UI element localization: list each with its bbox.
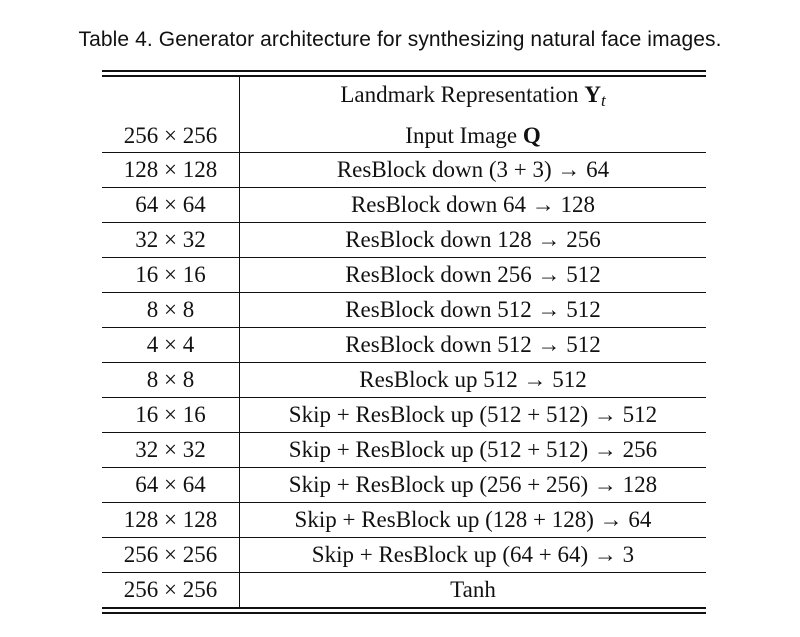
layer-cell: ResBlock down 64 → 128 [239, 187, 706, 223]
table-row: 8 × 8 ResBlock up 512 → 512 [102, 362, 706, 398]
table-row: 64 × 64 Skip + ResBlock up (256 + 256) → … [102, 467, 706, 503]
layer-cell: ResBlock down (3 + 3) → 64 [239, 152, 706, 188]
table-row: 128 × 128 ResBlock down (3 + 3) → 64 [102, 152, 706, 188]
layer-cell: ResBlock down 128 → 256 [239, 222, 706, 258]
header-landmark-subscript: t [600, 91, 606, 110]
header-input-cell: Input Image Q [240, 119, 707, 153]
resolution-cell: 128 × 128 [102, 152, 240, 188]
table-row: 16 × 16 Skip + ResBlock up (512 + 512) → … [102, 397, 706, 433]
table-row: 16 × 16 ResBlock down 256 → 512 [102, 257, 706, 293]
header-row-landmark: Landmark Representation Yt [102, 77, 706, 119]
architecture-table: Landmark Representation Yt 256 × 256 Inp… [102, 70, 706, 614]
resolution-cell: 64 × 64 [102, 187, 240, 223]
top-double-rule [102, 70, 706, 77]
layer-cell: Skip + ResBlock up (512 + 512) → 512 [239, 397, 706, 433]
table-row: 32 × 32 ResBlock down 128 → 256 [102, 222, 706, 258]
layer-cell: Tanh [239, 572, 706, 607]
table-row: 128 × 128 Skip + ResBlock up (128 + 128) … [102, 502, 706, 538]
header-input-text: Input Image [405, 122, 523, 148]
table-row: 256 × 256 Skip + ResBlock up (64 + 64) → … [102, 537, 706, 573]
resolution-cell: 128 × 128 [102, 502, 240, 538]
header-row-input: 256 × 256 Input Image Q [102, 119, 706, 153]
layer-cell: Skip + ResBlock up (64 + 64) → 3 [239, 537, 706, 573]
resolution-cell: 32 × 32 [102, 432, 240, 468]
layer-cell: ResBlock down 256 → 512 [239, 257, 706, 293]
resolution-cell: 32 × 32 [102, 222, 240, 258]
header-res-cell: 256 × 256 [102, 119, 240, 153]
bottom-double-rule [102, 607, 706, 614]
resolution-cell: 256 × 256 [102, 572, 240, 607]
layer-cell: Skip + ResBlock up (256 + 256) → 128 [239, 467, 706, 503]
layer-cell: ResBlock down 512 → 512 [239, 327, 706, 363]
layer-cell: ResBlock down 512 → 512 [239, 292, 706, 328]
layer-cell: ResBlock up 512 → 512 [239, 362, 706, 398]
table-caption: Table 4. Generator architecture for synt… [78, 28, 722, 51]
resolution-cell: 256 × 256 [102, 537, 240, 573]
header-landmark-text: Landmark Representation [340, 82, 585, 107]
resolution-cell: 16 × 16 [102, 397, 240, 433]
resolution-cell: 8 × 8 [102, 292, 240, 328]
table-row: 4 × 4 ResBlock down 512 → 512 [102, 327, 706, 363]
resolution-cell: 8 × 8 [102, 362, 240, 398]
table-row: 32 × 32 Skip + ResBlock up (512 + 512) → … [102, 432, 706, 468]
resolution-cell: 16 × 16 [102, 257, 240, 293]
resolution-cell: 4 × 4 [102, 327, 240, 363]
layer-cell: Skip + ResBlock up (512 + 512) → 256 [239, 432, 706, 468]
table-row: 256 × 256 Tanh [102, 572, 706, 607]
layer-cell: Skip + ResBlock up (128 + 128) → 64 [239, 502, 706, 538]
header-landmark-symbol: Y [584, 82, 601, 107]
table-row: 8 × 8 ResBlock down 512 → 512 [102, 292, 706, 328]
header-input-symbol: Q [522, 122, 541, 148]
resolution-cell: 64 × 64 [102, 467, 240, 503]
table-row: 64 × 64 ResBlock down 64 → 128 [102, 187, 706, 223]
table-body: Landmark Representation Yt 256 × 256 Inp… [102, 77, 706, 607]
header-landmark-cell: Landmark Representation Yt [240, 77, 707, 119]
header-res-cell-empty [102, 77, 240, 119]
